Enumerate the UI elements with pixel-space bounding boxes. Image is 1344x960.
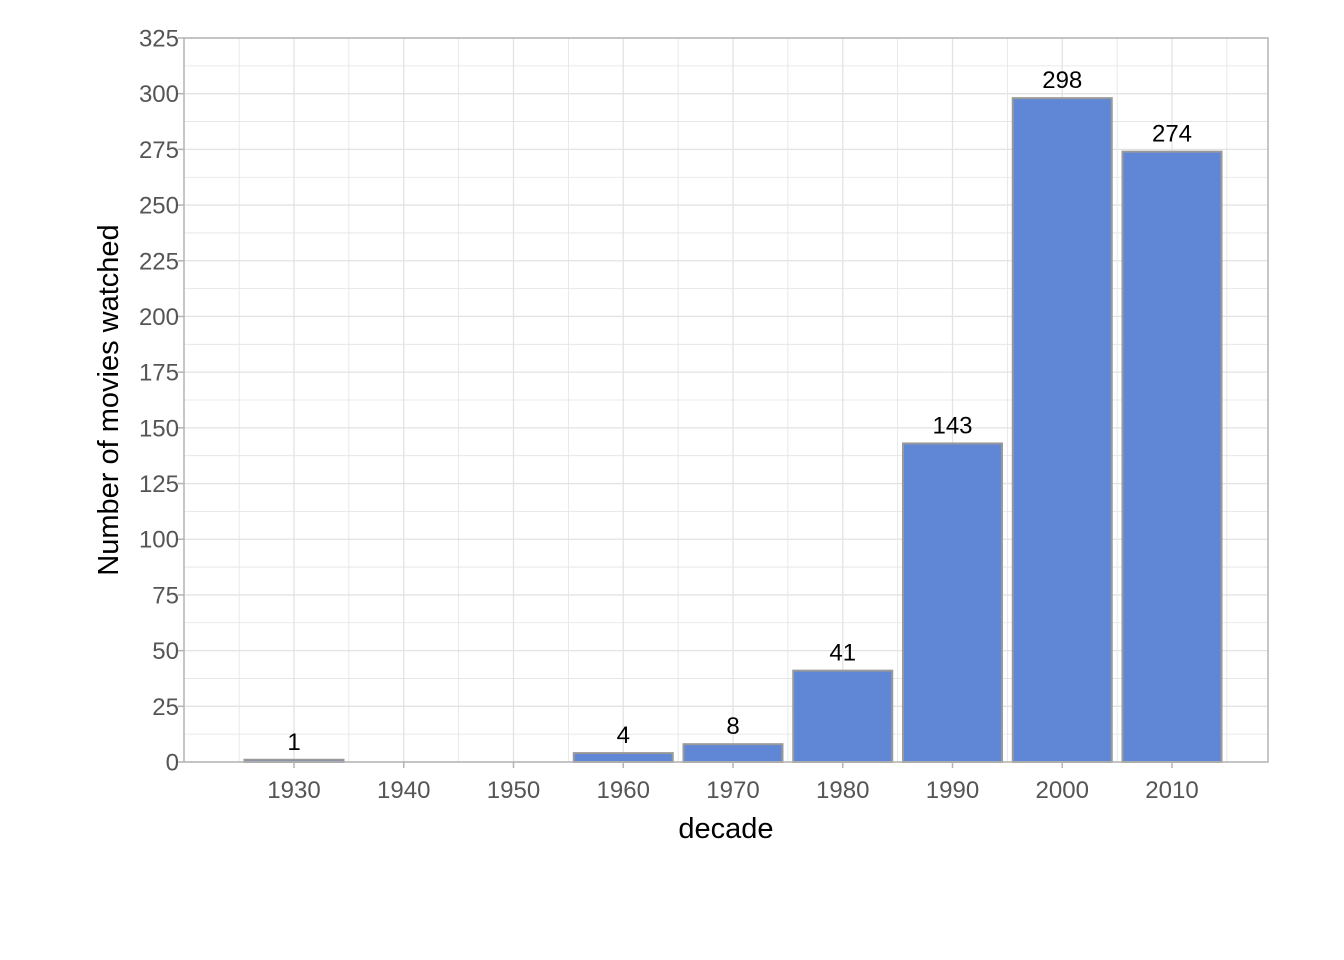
x-tick-label: 1960 <box>597 777 650 804</box>
y-tick-label: 200 <box>139 304 179 331</box>
y-tick-label: 275 <box>139 137 179 164</box>
y-tick-label: 50 <box>152 638 179 665</box>
y-tick-label: 75 <box>152 582 179 609</box>
bar-1960 <box>572 752 674 764</box>
bars <box>243 97 1223 764</box>
data-label-1970: 8 <box>726 713 739 740</box>
data-label-1980: 41 <box>829 640 856 667</box>
x-axis: 1930 1940 1950 1960 1970 1980 1990 2000 2010 <box>267 762 1199 804</box>
bar-1980 <box>792 669 894 763</box>
x-tick-label: 1950 <box>487 777 540 804</box>
data-label-1960: 4 <box>617 722 630 749</box>
y-axis: 0 25 50 75 100 125 150 175 200 225 250 275 300 325 <box>139 26 184 777</box>
data-label-1990: 143 <box>932 412 972 439</box>
y-tick-label: 225 <box>139 248 179 275</box>
y-tick-label: 0 <box>166 750 179 777</box>
x-axis-title: decade <box>678 813 773 845</box>
panel-border <box>183 37 1269 763</box>
bar-1990 <box>902 442 1003 763</box>
data-label-2010: 274 <box>1152 121 1192 148</box>
y-tick-label: 325 <box>139 26 179 53</box>
x-tick-label: 2000 <box>1036 777 1089 804</box>
data-label-1930: 1 <box>287 729 300 756</box>
bar-2010 <box>1121 150 1223 763</box>
x-tick-label: 2010 <box>1145 777 1198 804</box>
x-tick-label: 1970 <box>706 777 759 804</box>
y-tick-label: 25 <box>152 694 179 721</box>
y-axis-title: Number of movies watched <box>93 224 125 575</box>
x-tick-label: 1940 <box>377 777 430 804</box>
y-tick-label: 250 <box>139 193 179 220</box>
x-tick-label: 1980 <box>816 777 869 804</box>
y-tick-label: 125 <box>139 471 179 498</box>
data-labels: 1 4 8 41 143 298 274 <box>287 67 1192 756</box>
y-tick-label: 175 <box>139 360 179 387</box>
bar-1970 <box>682 743 784 764</box>
y-tick-label: 100 <box>139 527 179 554</box>
y-tick-label: 150 <box>139 415 179 442</box>
data-label-2000: 298 <box>1042 67 1082 94</box>
bar-2000 <box>1011 97 1113 763</box>
x-tick-label: 1990 <box>926 777 979 804</box>
x-tick-label: 1930 <box>267 777 320 804</box>
y-tick-label: 300 <box>139 81 179 108</box>
